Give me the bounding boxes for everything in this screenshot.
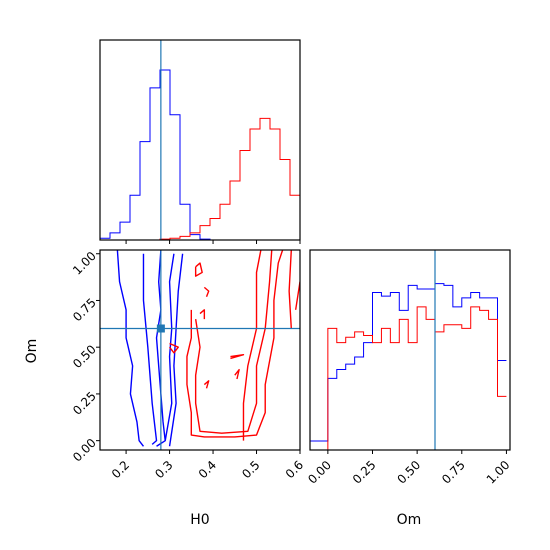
contour-series-1-line-2 bbox=[155, 250, 166, 447]
right-panel-frame bbox=[309, 249, 511, 451]
om-histogram-series-1 bbox=[309, 283, 507, 450]
contour-series-1-line-5 bbox=[168, 253, 184, 447]
contour-series-2-line-6 bbox=[169, 342, 179, 354]
contour-series-2-line-11 bbox=[203, 380, 210, 389]
contour-series-1-line-3 bbox=[142, 253, 158, 445]
contour-series-2-line-9 bbox=[199, 309, 206, 320]
contour-series-2-line-10 bbox=[230, 353, 245, 360]
main-panel-frame bbox=[99, 249, 301, 451]
om-histogram-series-2 bbox=[310, 306, 507, 451]
contour-series-2-line-4 bbox=[288, 250, 293, 329]
contour-series-2-line-1 bbox=[186, 250, 284, 438]
truth-marker bbox=[156, 324, 165, 333]
contour-series-2-line-3 bbox=[242, 250, 262, 441]
contour-series-2-line-5 bbox=[294, 281, 300, 310]
contour-series-2-line-12 bbox=[234, 368, 240, 380]
x-axis-label-h0: H0 bbox=[190, 512, 209, 528]
contour-series-1-line-1 bbox=[116, 250, 145, 447]
contour-series-2-line-8 bbox=[203, 286, 210, 297]
contour-series-2-line-2 bbox=[194, 250, 273, 434]
h0-marginal-histogram-panel bbox=[99, 39, 301, 244]
y-axis-label-om: Om bbox=[24, 339, 40, 364]
top-panel-frame bbox=[99, 39, 301, 241]
x-axis-label-om: Om bbox=[397, 512, 422, 528]
contour-series-1-line-4 bbox=[164, 253, 175, 441]
contour-lines-group bbox=[116, 250, 300, 447]
contour-series-2-line-7 bbox=[194, 262, 203, 277]
